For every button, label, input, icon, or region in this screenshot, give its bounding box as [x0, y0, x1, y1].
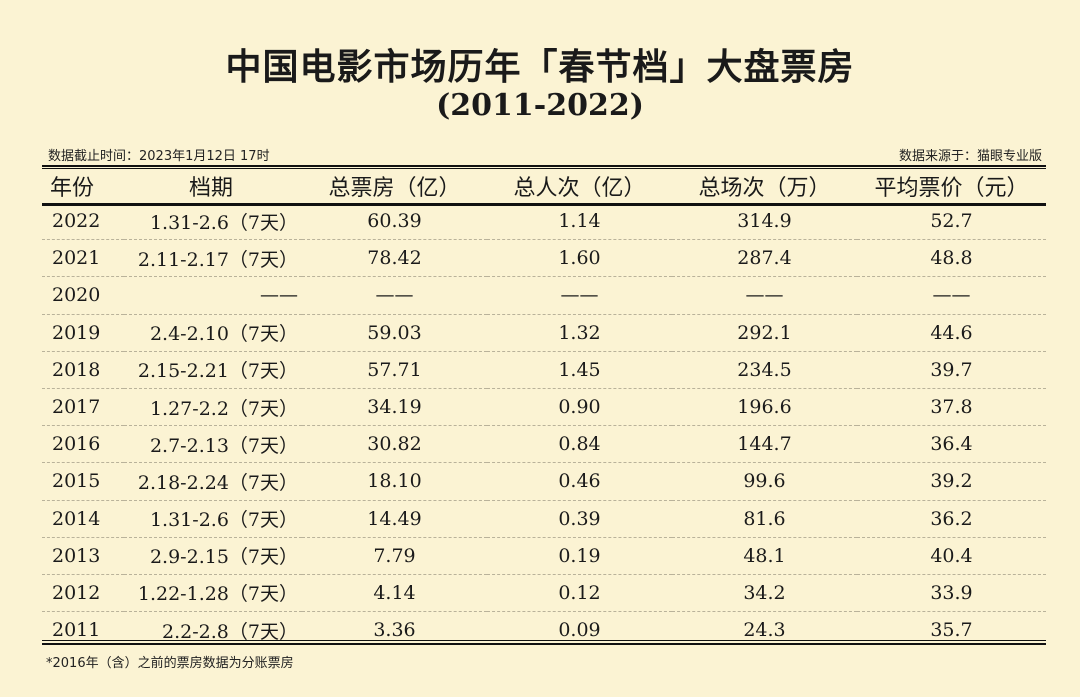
cell-screenings: 81.6	[672, 500, 857, 537]
cell-period: 2.9-2.15（7天）	[124, 537, 302, 574]
cell-period: 2.2-2.8（7天）	[124, 612, 302, 649]
cell-screenings: 314.9	[672, 203, 857, 240]
cell-box-office: 4.14	[302, 574, 487, 611]
cell-admissions: 1.14	[487, 203, 672, 240]
cell-screenings: 144.7	[672, 426, 857, 463]
cell-avg-price: 35.7	[857, 612, 1046, 649]
cell-period: 2.7-2.13（7天）	[124, 426, 302, 463]
cell-box-office: 59.03	[302, 314, 487, 351]
table-body: 2022 1.31-2.6（7天） 60.39 1.14 314.9 52.7 2021 2.…	[42, 203, 1046, 648]
table-row: 2021 2.11-2.17（7天） 78.42 1.60 287.4 48.8	[42, 240, 1046, 277]
cell-screenings: 196.6	[672, 388, 857, 425]
cell-period: ——	[124, 277, 302, 314]
cell-year: 2016	[42, 426, 124, 463]
cell-screenings: ——	[672, 277, 857, 314]
cell-avg-price: 52.7	[857, 203, 1046, 240]
cell-screenings: 24.3	[672, 612, 857, 649]
box-office-table: 年份 档期 总票房（亿） 总人次（亿） 总场次（万） 平均票价（元） 2022 1…	[42, 169, 1046, 648]
page-subtitle: (2011-2022)	[0, 88, 1080, 123]
cell-box-office: 57.71	[302, 351, 487, 388]
cell-box-office: ——	[302, 277, 487, 314]
cell-year: 2019	[42, 314, 124, 351]
cell-admissions: 0.84	[487, 426, 672, 463]
cell-year: 2022	[42, 203, 124, 240]
cell-year: 2015	[42, 463, 124, 500]
cell-avg-price: 39.2	[857, 463, 1046, 500]
cell-screenings: 34.2	[672, 574, 857, 611]
cell-avg-price: 40.4	[857, 537, 1046, 574]
cell-year: 2020	[42, 277, 124, 314]
cell-avg-price: ——	[857, 277, 1046, 314]
cell-period: 1.31-2.6（7天）	[124, 500, 302, 537]
cell-avg-price: 36.4	[857, 426, 1046, 463]
cell-year: 2018	[42, 351, 124, 388]
cell-box-office: 30.82	[302, 426, 487, 463]
cell-avg-price: 44.6	[857, 314, 1046, 351]
cell-year: 2021	[42, 240, 124, 277]
cell-screenings: 234.5	[672, 351, 857, 388]
cell-period: 2.4-2.10（7天）	[124, 314, 302, 351]
cell-period: 1.31-2.6（7天）	[124, 203, 302, 240]
cell-period: 1.22-1.28（7天）	[124, 574, 302, 611]
cell-year: 2012	[42, 574, 124, 611]
cell-admissions: ——	[487, 277, 672, 314]
table-row: 2012 1.22-1.28（7天） 4.14 0.12 34.2 33.9	[42, 574, 1046, 611]
table-row: 2011 2.2-2.8（7天） 3.36 0.09 24.3 35.7	[42, 612, 1046, 649]
cell-box-office: 78.42	[302, 240, 487, 277]
cell-admissions: 1.32	[487, 314, 672, 351]
cell-period: 1.27-2.2（7天）	[124, 388, 302, 425]
data-source-note: 数据来源于：猫眼专业版	[899, 145, 1042, 164]
header-box-office: 总票房（亿）	[302, 169, 487, 203]
table-row: 2016 2.7-2.13（7天） 30.82 0.84 144.7 36.4	[42, 426, 1046, 463]
cell-box-office: 3.36	[302, 612, 487, 649]
cell-screenings: 292.1	[672, 314, 857, 351]
cell-year: 2017	[42, 388, 124, 425]
table-header-row: 年份 档期 总票房（亿） 总人次（亿） 总场次（万） 平均票价（元）	[42, 169, 1046, 203]
cell-avg-price: 36.2	[857, 500, 1046, 537]
cell-box-office: 14.49	[302, 500, 487, 537]
cell-box-office: 7.79	[302, 537, 487, 574]
top-rule	[42, 165, 1046, 167]
table-row: 2015 2.18-2.24（7天） 18.10 0.46 99.6 39.2	[42, 463, 1046, 500]
table-row: 2017 1.27-2.2（7天） 34.19 0.90 196.6 37.8	[42, 388, 1046, 425]
cell-admissions: 0.09	[487, 612, 672, 649]
cell-box-office: 18.10	[302, 463, 487, 500]
page-title: 中国电影市场历年「春节档」大盘票房	[0, 38, 1080, 90]
cell-year: 2014	[42, 500, 124, 537]
table-row: 2013 2.9-2.15（7天） 7.79 0.19 48.1 40.4	[42, 537, 1046, 574]
cell-admissions: 0.46	[487, 463, 672, 500]
cell-admissions: 0.90	[487, 388, 672, 425]
cell-screenings: 287.4	[672, 240, 857, 277]
table-row: 2014 1.31-2.6（7天） 14.49 0.39 81.6 36.2	[42, 500, 1046, 537]
cell-admissions: 0.19	[487, 537, 672, 574]
cell-year: 2011	[42, 612, 124, 649]
cell-box-office: 34.19	[302, 388, 487, 425]
cell-admissions: 1.45	[487, 351, 672, 388]
header-period: 档期	[124, 169, 302, 203]
header-year: 年份	[42, 169, 124, 203]
cell-admissions: 0.39	[487, 500, 672, 537]
cell-period: 2.11-2.17（7天）	[124, 240, 302, 277]
cell-avg-price: 33.9	[857, 574, 1046, 611]
cell-year: 2013	[42, 537, 124, 574]
header-admissions: 总人次（亿）	[487, 169, 672, 203]
cell-admissions: 0.12	[487, 574, 672, 611]
table-row: 2020 —— —— —— —— ——	[42, 277, 1046, 314]
cell-avg-price: 48.8	[857, 240, 1046, 277]
table-row: 2019 2.4-2.10（7天） 59.03 1.32 292.1 44.6	[42, 314, 1046, 351]
table-row: 2018 2.15-2.21（7天） 57.71 1.45 234.5 39.7	[42, 351, 1046, 388]
table-row: 2022 1.31-2.6（7天） 60.39 1.14 314.9 52.7	[42, 203, 1046, 240]
data-cutoff-note: 数据截止时间：2023年1月12日 17时	[48, 145, 270, 164]
cell-avg-price: 39.7	[857, 351, 1046, 388]
cell-period: 2.15-2.21（7天）	[124, 351, 302, 388]
cell-admissions: 1.60	[487, 240, 672, 277]
cell-box-office: 60.39	[302, 203, 487, 240]
cell-avg-price: 37.8	[857, 388, 1046, 425]
cell-screenings: 48.1	[672, 537, 857, 574]
header-avg-price: 平均票价（元）	[857, 169, 1046, 203]
cell-screenings: 99.6	[672, 463, 857, 500]
cell-period: 2.18-2.24（7天）	[124, 463, 302, 500]
footnote: *2016年（含）之前的票房数据为分账票房	[46, 652, 294, 671]
header-screenings: 总场次（万）	[672, 169, 857, 203]
